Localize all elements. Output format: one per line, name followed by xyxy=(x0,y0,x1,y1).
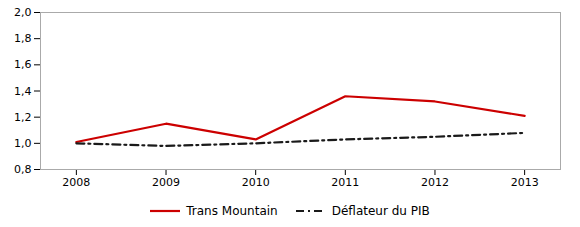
svg-text:1,0: 1,0 xyxy=(14,137,32,150)
svg-text:1,6: 1,6 xyxy=(14,58,32,71)
svg-text:2009: 2009 xyxy=(152,176,180,189)
svg-text:2008: 2008 xyxy=(62,176,90,189)
html-text:Trans Mountain: Trans Mountain xyxy=(186,204,278,218)
html-text:Déflateur du PIB: Déflateur du PIB xyxy=(331,204,430,218)
svg-text:1,8: 1,8 xyxy=(14,32,32,45)
svg-text:1,2: 1,2 xyxy=(14,111,32,124)
svg-text:0,8: 0,8 xyxy=(14,163,32,176)
svg-text:2010: 2010 xyxy=(242,176,270,189)
svg-text:2011: 2011 xyxy=(331,176,359,189)
svg-text:2013: 2013 xyxy=(511,176,539,189)
svg-text:1,4: 1,4 xyxy=(14,85,32,98)
svg-text:2012: 2012 xyxy=(421,176,449,189)
svg-text:2,0: 2,0 xyxy=(14,6,32,19)
